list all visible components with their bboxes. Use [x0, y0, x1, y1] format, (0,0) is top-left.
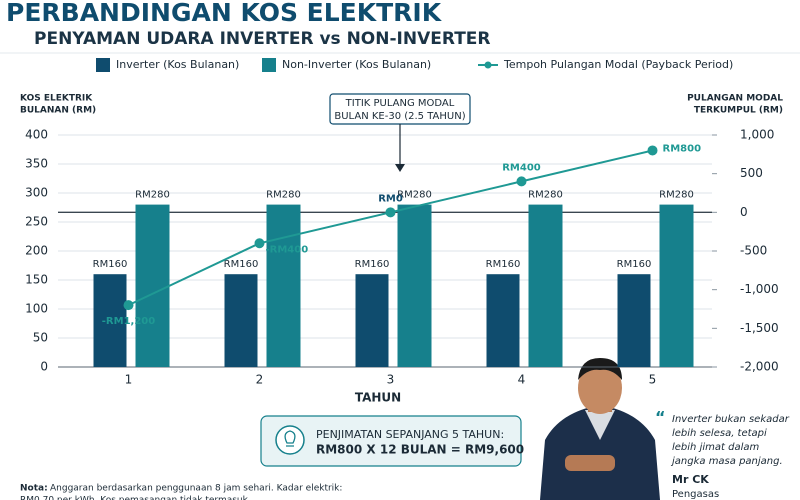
note-text: RM0.70 per kWh. Kos pemasangan tidak ter…	[20, 496, 251, 500]
line-point	[254, 238, 265, 249]
y-tick-label: 0	[40, 360, 48, 374]
chart-title: PERBANDINGAN KOS ELEKTRIK	[6, 0, 443, 27]
author-name: Mr CK	[672, 473, 709, 486]
bar-value-label: RM160	[355, 259, 390, 270]
bar-value-label: RM280	[659, 190, 694, 201]
quote-text: Inverter bukan sekadar	[672, 414, 790, 425]
bar	[659, 204, 694, 367]
bar	[397, 204, 432, 367]
line-value-label: -RM1,200	[102, 316, 155, 327]
legend-swatch	[96, 58, 110, 72]
bar	[135, 204, 170, 367]
y-axis-label: BULANAN (RM)	[20, 106, 96, 116]
legend-swatch	[262, 58, 276, 72]
bar-value-label: RM280	[266, 190, 301, 201]
legend-marker	[484, 61, 492, 69]
y-axis-label: KOS ELEKTRIK	[20, 94, 93, 104]
y2-tick-label: -500	[740, 244, 767, 258]
bar-value-label: RM160	[224, 259, 259, 270]
savings-icon	[275, 425, 305, 455]
bar-value-label: RM280	[397, 190, 432, 201]
y2-tick-label: -2,000	[740, 360, 779, 374]
y2-tick-label: -1,500	[740, 321, 779, 335]
legend-label: Inverter (Kos Bulanan)	[116, 58, 239, 71]
note-text: Anggaran berdasarkan penggunaan 8 jam se…	[50, 484, 342, 494]
y-tick-label: 350	[25, 157, 48, 171]
bar-value-label: RM160	[486, 259, 521, 270]
bar-value-label: RM160	[93, 259, 128, 270]
x-tick-label: 1	[125, 373, 133, 387]
y2-tick-label: 1,000	[740, 128, 774, 142]
author-role: Pengasas	[672, 489, 719, 500]
quote-mark: “	[655, 408, 666, 427]
line-point	[647, 145, 658, 156]
y2-tick-label: -1,000	[740, 282, 779, 296]
x-tick-label: 3	[387, 373, 395, 387]
y-tick-label: 100	[25, 302, 48, 316]
y2-tick-label: 0	[740, 205, 748, 219]
y2-axis-label: PULANGAN MODAL	[687, 94, 783, 104]
chart-subtitle: PENYAMAN UDARA INVERTER vs NON-INVERTER	[34, 29, 491, 49]
person-illustration	[540, 358, 660, 500]
savings-box	[260, 415, 522, 467]
bulb-icon	[284, 430, 296, 447]
bar-value-label: RM160	[617, 259, 652, 270]
bar	[486, 274, 520, 367]
bar	[93, 274, 127, 367]
payback-line	[128, 149, 653, 307]
annotation-arrowhead	[395, 164, 405, 172]
line-value-label: RM800	[663, 143, 702, 154]
bar	[266, 204, 301, 367]
bar	[528, 204, 563, 367]
annotation-text: TITIK PULANG MODAL	[345, 98, 455, 109]
y-tick-label: 150	[25, 273, 48, 287]
bar-value-label: RM280	[528, 190, 563, 201]
bar	[617, 274, 651, 367]
line-point	[385, 207, 396, 218]
y-tick-label: 200	[25, 244, 48, 258]
quote-text: lebih jimat dalam	[672, 442, 759, 453]
y-tick-label: 400	[25, 128, 48, 142]
line-value-label: RM400	[502, 162, 541, 173]
legend-label: Tempoh Pulangan Modal (Payback Period)	[503, 58, 733, 71]
line-point	[516, 176, 527, 187]
x-axis-label: TAHUN	[355, 391, 401, 405]
savings-text: PENJIMATAN SEPANJANG 5 TAHUN:	[316, 428, 504, 441]
quote-text: jangka masa panjang.	[670, 456, 783, 467]
y2-tick-label: 500	[740, 166, 763, 180]
bar	[224, 274, 258, 367]
y-tick-label: 300	[25, 186, 48, 200]
line-value-label: -RM400	[266, 244, 309, 255]
legend-label: Non-Inverter (Kos Bulanan)	[282, 58, 431, 71]
bar-value-label: RM280	[135, 190, 170, 201]
line-value-label: RM0	[378, 193, 403, 204]
line-point	[123, 300, 134, 311]
annotation-text: BULAN KE-30 (2.5 TAHUN)	[334, 111, 465, 122]
note-label: Nota:	[20, 484, 48, 494]
bar	[355, 274, 389, 367]
x-tick-label: 5	[649, 373, 657, 387]
y-tick-label: 250	[25, 215, 48, 229]
x-tick-label: 2	[256, 373, 264, 387]
y2-axis-label: TERKUMPUL (RM)	[694, 106, 783, 116]
savings-text: RM800 X 12 BULAN = RM9,600	[316, 443, 524, 457]
quote-text: lebih selesa, tetapi	[672, 428, 767, 439]
x-tick-label: 4	[518, 373, 526, 387]
y-tick-label: 50	[33, 331, 48, 345]
